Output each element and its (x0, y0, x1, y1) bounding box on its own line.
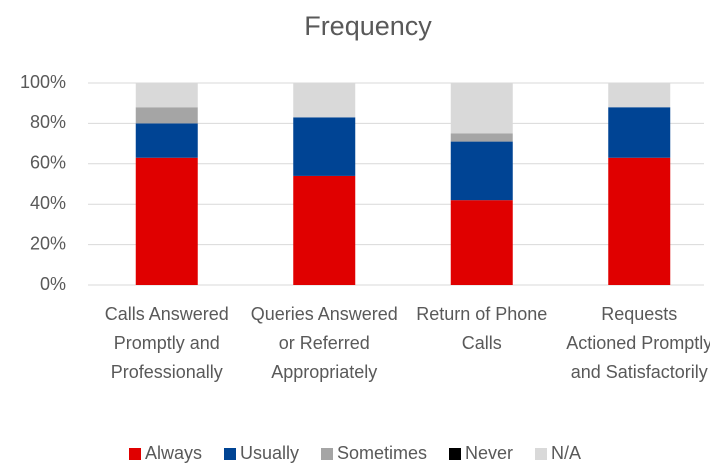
legend-item: N/A (535, 443, 581, 464)
legend-item: Never (449, 443, 513, 464)
legend-label: Usually (239, 443, 299, 463)
legend-swatch (128, 447, 141, 460)
y-tick-label: 60% (30, 153, 66, 173)
bar-segment (135, 123, 198, 158)
x-tick-label: Queries Answered or Referred Appropriate… (250, 304, 398, 382)
legend-label: Always (144, 443, 202, 463)
bar-segment (608, 83, 671, 108)
bar-segment (450, 133, 513, 142)
legend-label: N/A (551, 443, 582, 463)
legend-swatch (535, 447, 548, 460)
y-tick-label: 40% (30, 193, 66, 213)
legend-item: Sometimes (320, 443, 428, 464)
bar-segment (293, 175, 356, 285)
bar-segment (135, 107, 198, 124)
x-tick-label: Requests Actioned Promptly and Satisfact… (566, 304, 710, 382)
legend-item: Usually (223, 443, 299, 464)
bar-segment (608, 157, 671, 285)
legend-label: Sometimes (336, 443, 428, 463)
legend: Always Usually Sometimes Never N/A (0, 443, 710, 464)
bar-segment (450, 141, 513, 201)
bar-segment (135, 157, 198, 285)
x-tick-label: Calls Answered Promptly and Professional… (104, 304, 229, 382)
bar-segment (450, 83, 513, 134)
bar-segment (608, 107, 671, 158)
y-tick-label: 20% (30, 233, 66, 253)
y-tick-label: 80% (30, 112, 66, 132)
y-tick-label: 100% (20, 72, 66, 92)
legend-swatch (223, 447, 236, 460)
y-tick-label: 0% (40, 274, 66, 294)
chart-title: Frequency (304, 11, 432, 41)
x-tick-label: Return of Phone Calls (416, 304, 548, 353)
legend-item: Always (128, 443, 202, 464)
legend-swatch (320, 447, 333, 460)
bar-segment (450, 200, 513, 285)
bar-segment (293, 83, 356, 118)
bar-segment (293, 117, 356, 176)
bar-segment (135, 83, 198, 108)
legend-label: Never (465, 443, 514, 463)
legend-swatch (449, 447, 462, 460)
